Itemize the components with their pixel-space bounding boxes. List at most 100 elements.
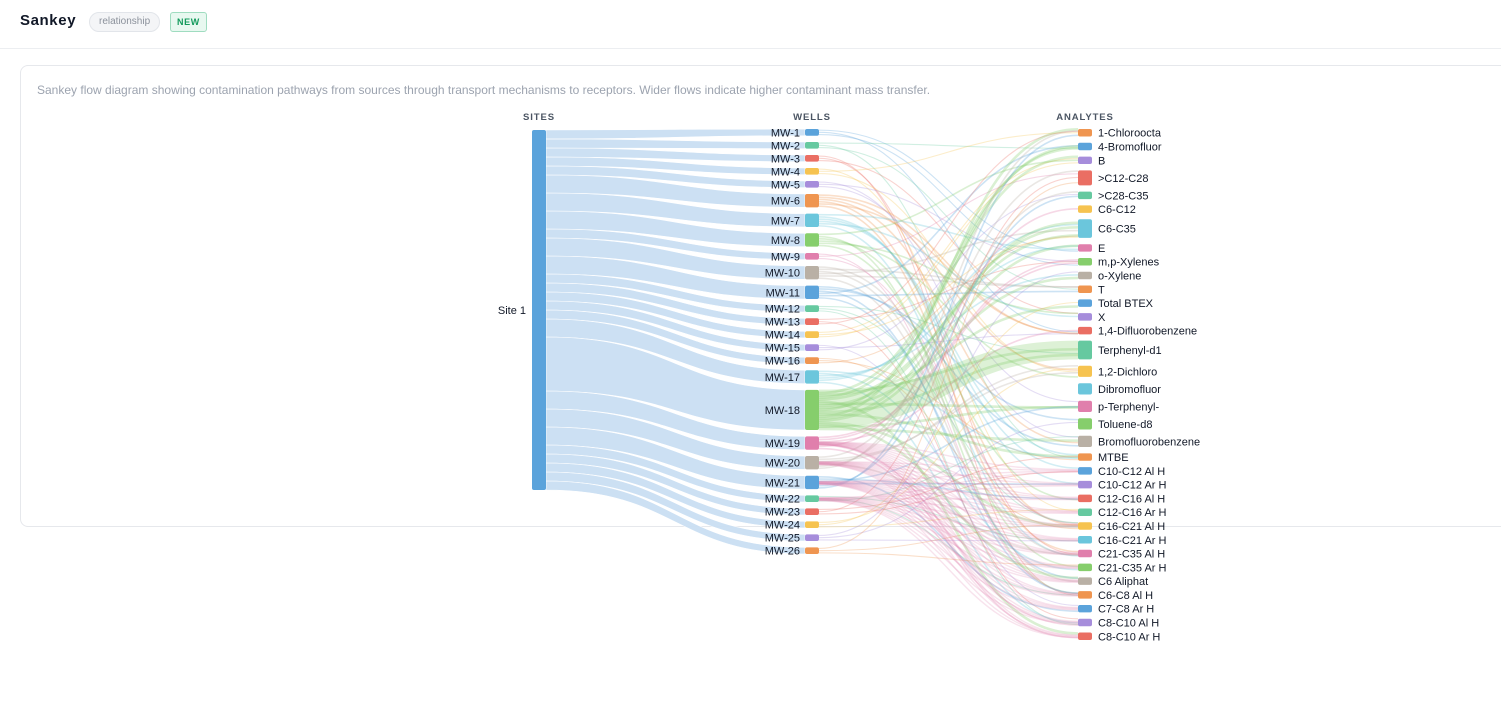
well-analyte-link[interactable] xyxy=(818,182,1079,549)
analyte-node-c6-aliphat[interactable] xyxy=(1078,577,1092,585)
well-node-mw-24[interactable] xyxy=(805,521,819,529)
site-well-link[interactable] xyxy=(545,255,806,300)
well-analyte-link[interactable] xyxy=(818,471,1079,515)
analyte-node-c6-c35[interactable] xyxy=(1078,219,1092,238)
well-analyte-link[interactable] xyxy=(818,463,1079,596)
well-analyte-link[interactable] xyxy=(818,344,1079,607)
analyte-node-o-xylene[interactable] xyxy=(1078,271,1092,280)
well-analyte-link[interactable] xyxy=(818,421,1079,528)
well-analyte-link[interactable] xyxy=(818,381,1079,624)
well-analyte-link[interactable] xyxy=(818,462,1079,541)
well-analyte-link[interactable] xyxy=(818,242,1079,315)
well-analyte-link[interactable] xyxy=(818,301,1079,526)
site-well-link[interactable] xyxy=(545,156,806,175)
well-node-mw-15[interactable] xyxy=(805,344,819,351)
well-node-mw-8[interactable] xyxy=(805,233,819,247)
well-node-mw-20[interactable] xyxy=(805,456,819,470)
well-analyte-link[interactable] xyxy=(819,340,1078,429)
analyte-node-c21-c35-al-h[interactable] xyxy=(1078,549,1092,558)
analyte-node-c6-c12[interactable] xyxy=(1078,205,1092,213)
well-node-mw-16[interactable] xyxy=(805,357,819,364)
well-analyte-link[interactable] xyxy=(818,370,1079,460)
well-node-mw-21[interactable] xyxy=(805,475,819,490)
well-analyte-link[interactable] xyxy=(818,271,1079,536)
well-analyte-link[interactable] xyxy=(818,144,1079,459)
site-well-link[interactable] xyxy=(545,390,806,451)
well-analyte-link[interactable] xyxy=(818,461,1079,499)
analyte-node-toluene-d8[interactable] xyxy=(1078,418,1092,430)
site-well-link[interactable] xyxy=(545,165,806,188)
well-analyte-link[interactable] xyxy=(818,142,1079,149)
well-node-mw-23[interactable] xyxy=(805,508,819,516)
well-analyte-link[interactable] xyxy=(818,483,1079,638)
well-analyte-link[interactable] xyxy=(818,539,1079,542)
well-node-mw-14[interactable] xyxy=(805,331,819,338)
well-analyte-link[interactable] xyxy=(818,462,1079,527)
well-analyte-link[interactable] xyxy=(818,442,1079,526)
analyte-node-c6-c8-al-h[interactable] xyxy=(1078,591,1092,599)
well-analyte-link[interactable] xyxy=(818,447,1079,639)
site-well-link[interactable] xyxy=(545,237,806,280)
well-analyte-link[interactable] xyxy=(818,552,1079,566)
well-analyte-link[interactable] xyxy=(818,277,1079,583)
well-analyte-link[interactable] xyxy=(818,347,1079,393)
well-analyte-link[interactable] xyxy=(818,482,1079,485)
well-analyte-link[interactable] xyxy=(818,200,1079,526)
well-analyte-link[interactable] xyxy=(818,481,1079,528)
well-analyte-link[interactable] xyxy=(818,203,1079,335)
well-analyte-link[interactable] xyxy=(818,305,1079,397)
well-analyte-link[interactable] xyxy=(818,222,1079,318)
site-well-link[interactable] xyxy=(545,192,806,228)
analyte-node-1-4-difluorobenzene[interactable] xyxy=(1078,326,1092,335)
well-node-mw-22[interactable] xyxy=(805,495,819,503)
well-analyte-link[interactable] xyxy=(818,353,1079,414)
analyte-node-c16-c21-al-h[interactable] xyxy=(1078,522,1092,530)
category-tag[interactable]: relationship xyxy=(89,12,161,32)
analyte-node-c12-c16-al-h[interactable] xyxy=(1078,494,1092,503)
site-well-link[interactable] xyxy=(545,291,806,339)
site-well-link[interactable] xyxy=(545,471,806,542)
well-analyte-link[interactable] xyxy=(818,470,1079,483)
well-analyte-link[interactable] xyxy=(818,463,1079,582)
well-analyte-link[interactable] xyxy=(818,191,1079,467)
site-well-link[interactable] xyxy=(545,128,806,140)
well-analyte-link[interactable] xyxy=(818,240,1079,378)
well-analyte-link[interactable] xyxy=(818,297,1079,579)
well-analyte-link[interactable] xyxy=(818,443,1079,595)
well-analyte-link[interactable] xyxy=(818,421,1079,539)
site-well-link[interactable] xyxy=(545,318,806,384)
well-analyte-link[interactable] xyxy=(818,442,1079,512)
well-analyte-link[interactable] xyxy=(818,130,1079,470)
well-analyte-link[interactable] xyxy=(818,229,1079,275)
well-analyte-link[interactable] xyxy=(818,406,1079,483)
analyte-node-1-2-dichloro[interactable] xyxy=(1078,365,1092,377)
well-analyte-link[interactable] xyxy=(818,223,1079,382)
well-analyte-link[interactable] xyxy=(818,508,1079,528)
analyte-node-b[interactable] xyxy=(1078,156,1092,165)
well-analyte-link[interactable] xyxy=(818,441,1079,485)
analyte-node-c10-c12-ar-h[interactable] xyxy=(1078,480,1092,489)
well-analyte-link[interactable] xyxy=(818,495,1079,542)
well-analyte-link[interactable] xyxy=(818,478,1079,500)
well-analyte-link[interactable] xyxy=(818,443,1079,609)
well-analyte-link[interactable] xyxy=(818,218,1079,469)
well-analyte-link[interactable] xyxy=(818,285,1079,447)
analyte-node-c28-c35[interactable] xyxy=(1078,191,1092,200)
site-well-link[interactable] xyxy=(545,462,806,529)
well-analyte-link[interactable] xyxy=(818,481,1079,514)
analyte-node-total-btex[interactable] xyxy=(1078,299,1092,307)
analyte-node-p-terphenyl[interactable] xyxy=(1078,400,1092,412)
site-well-link[interactable] xyxy=(545,174,806,208)
well-analyte-link[interactable] xyxy=(818,193,1079,351)
well-analyte-link[interactable] xyxy=(818,274,1079,377)
well-analyte-link[interactable] xyxy=(818,442,1079,554)
analyte-node-c8-c10-ar-h[interactable] xyxy=(1078,632,1092,640)
well-analyte-link[interactable] xyxy=(818,134,1079,489)
well-analyte-link[interactable] xyxy=(818,367,1079,524)
analyte-node-x[interactable] xyxy=(1078,313,1092,321)
well-analyte-link[interactable] xyxy=(818,436,1079,502)
well-analyte-link[interactable] xyxy=(818,238,1079,501)
well-analyte-link[interactable] xyxy=(818,464,1079,637)
well-analyte-link[interactable] xyxy=(818,127,1079,418)
well-analyte-link[interactable] xyxy=(818,462,1079,554)
